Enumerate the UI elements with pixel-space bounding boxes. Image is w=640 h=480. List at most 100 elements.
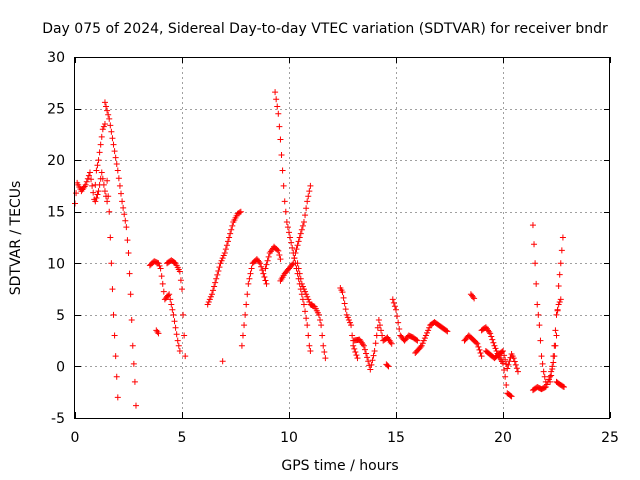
data-point [543,381,550,388]
data-point [106,115,113,122]
data-point [304,198,311,205]
data-point [180,311,187,318]
data-point [229,222,236,229]
chart-title: Day 075 of 2024, Sidereal Day-to-day VTE… [42,21,608,37]
data-point [257,260,264,267]
x-tick-label: 15 [387,430,405,446]
data-point [218,257,225,264]
data-point [537,337,544,344]
data-point [414,337,421,344]
data-point [553,332,560,339]
data-point [244,291,251,298]
x-axis-label: GPS time / hours [281,458,398,474]
data-point [298,226,305,233]
data-point [130,360,137,367]
data-point [171,318,178,325]
data-point [219,358,226,365]
data-point [501,352,508,359]
data-point [94,162,101,169]
data-point [73,190,80,197]
data-point [227,230,234,237]
data-point [157,265,164,272]
data-point [299,296,306,303]
data-point [379,332,386,339]
data-point [277,136,284,143]
data-point [473,339,480,346]
y-tick-label: 10 [47,256,65,272]
x-tick-label: 20 [494,430,512,446]
data-point [173,331,180,338]
data-point [261,274,268,281]
data-point [297,230,304,237]
data-point [364,354,371,361]
data-point [372,340,379,347]
data-point [425,327,432,334]
data-point [295,265,302,272]
data-point [342,306,349,313]
data-point [92,198,99,205]
data-point [302,308,309,315]
data-point [123,224,130,231]
data-point [160,288,167,295]
data-point [306,342,313,349]
data-point [177,277,184,284]
data-point [491,342,498,349]
data-point [514,368,521,375]
data-point [206,296,213,303]
data-point [531,241,538,248]
data-point [322,355,329,362]
y-tick-label: 30 [47,50,65,66]
data-point [109,286,116,293]
data-point [424,329,431,336]
data-point [275,247,282,254]
data-point [242,311,249,318]
data-point [498,348,505,355]
data-point [541,373,548,380]
data-point [110,141,117,148]
data-point [502,356,509,363]
data-point [228,226,235,233]
data-point [292,249,299,256]
data-point [119,198,126,205]
data-point [109,135,116,142]
data-point [113,161,120,168]
data-point [505,361,512,368]
data-point [395,319,402,326]
data-point [220,252,227,259]
data-point [221,249,228,256]
data-point [99,175,106,182]
data-point [315,311,322,318]
data-point [534,301,541,308]
data-point [553,311,560,318]
data-point [299,283,306,290]
data-point [477,350,484,357]
data-point [115,175,122,182]
data-point [339,289,346,296]
data-point [388,340,395,347]
data-point [86,169,93,176]
data-point [101,188,108,195]
data-point [83,178,90,185]
data-point [294,242,301,249]
y-tick-label: 0 [56,359,65,375]
data-point [354,355,361,362]
data-point [391,303,398,310]
data-point [302,212,309,219]
data-point [113,373,120,380]
data-point [124,237,131,244]
data-point [131,378,138,385]
data-point [394,313,401,320]
data-point [532,260,539,267]
data-point [476,346,483,353]
data-point [373,332,380,339]
plot-frame [74,57,610,419]
data-point [353,352,360,359]
data-point [367,366,374,373]
data-point [96,149,103,156]
data-point [276,252,283,259]
data-point [274,246,281,253]
data-point [259,267,266,274]
data-point [158,273,165,280]
data-point [276,123,283,130]
data-point [302,288,309,295]
